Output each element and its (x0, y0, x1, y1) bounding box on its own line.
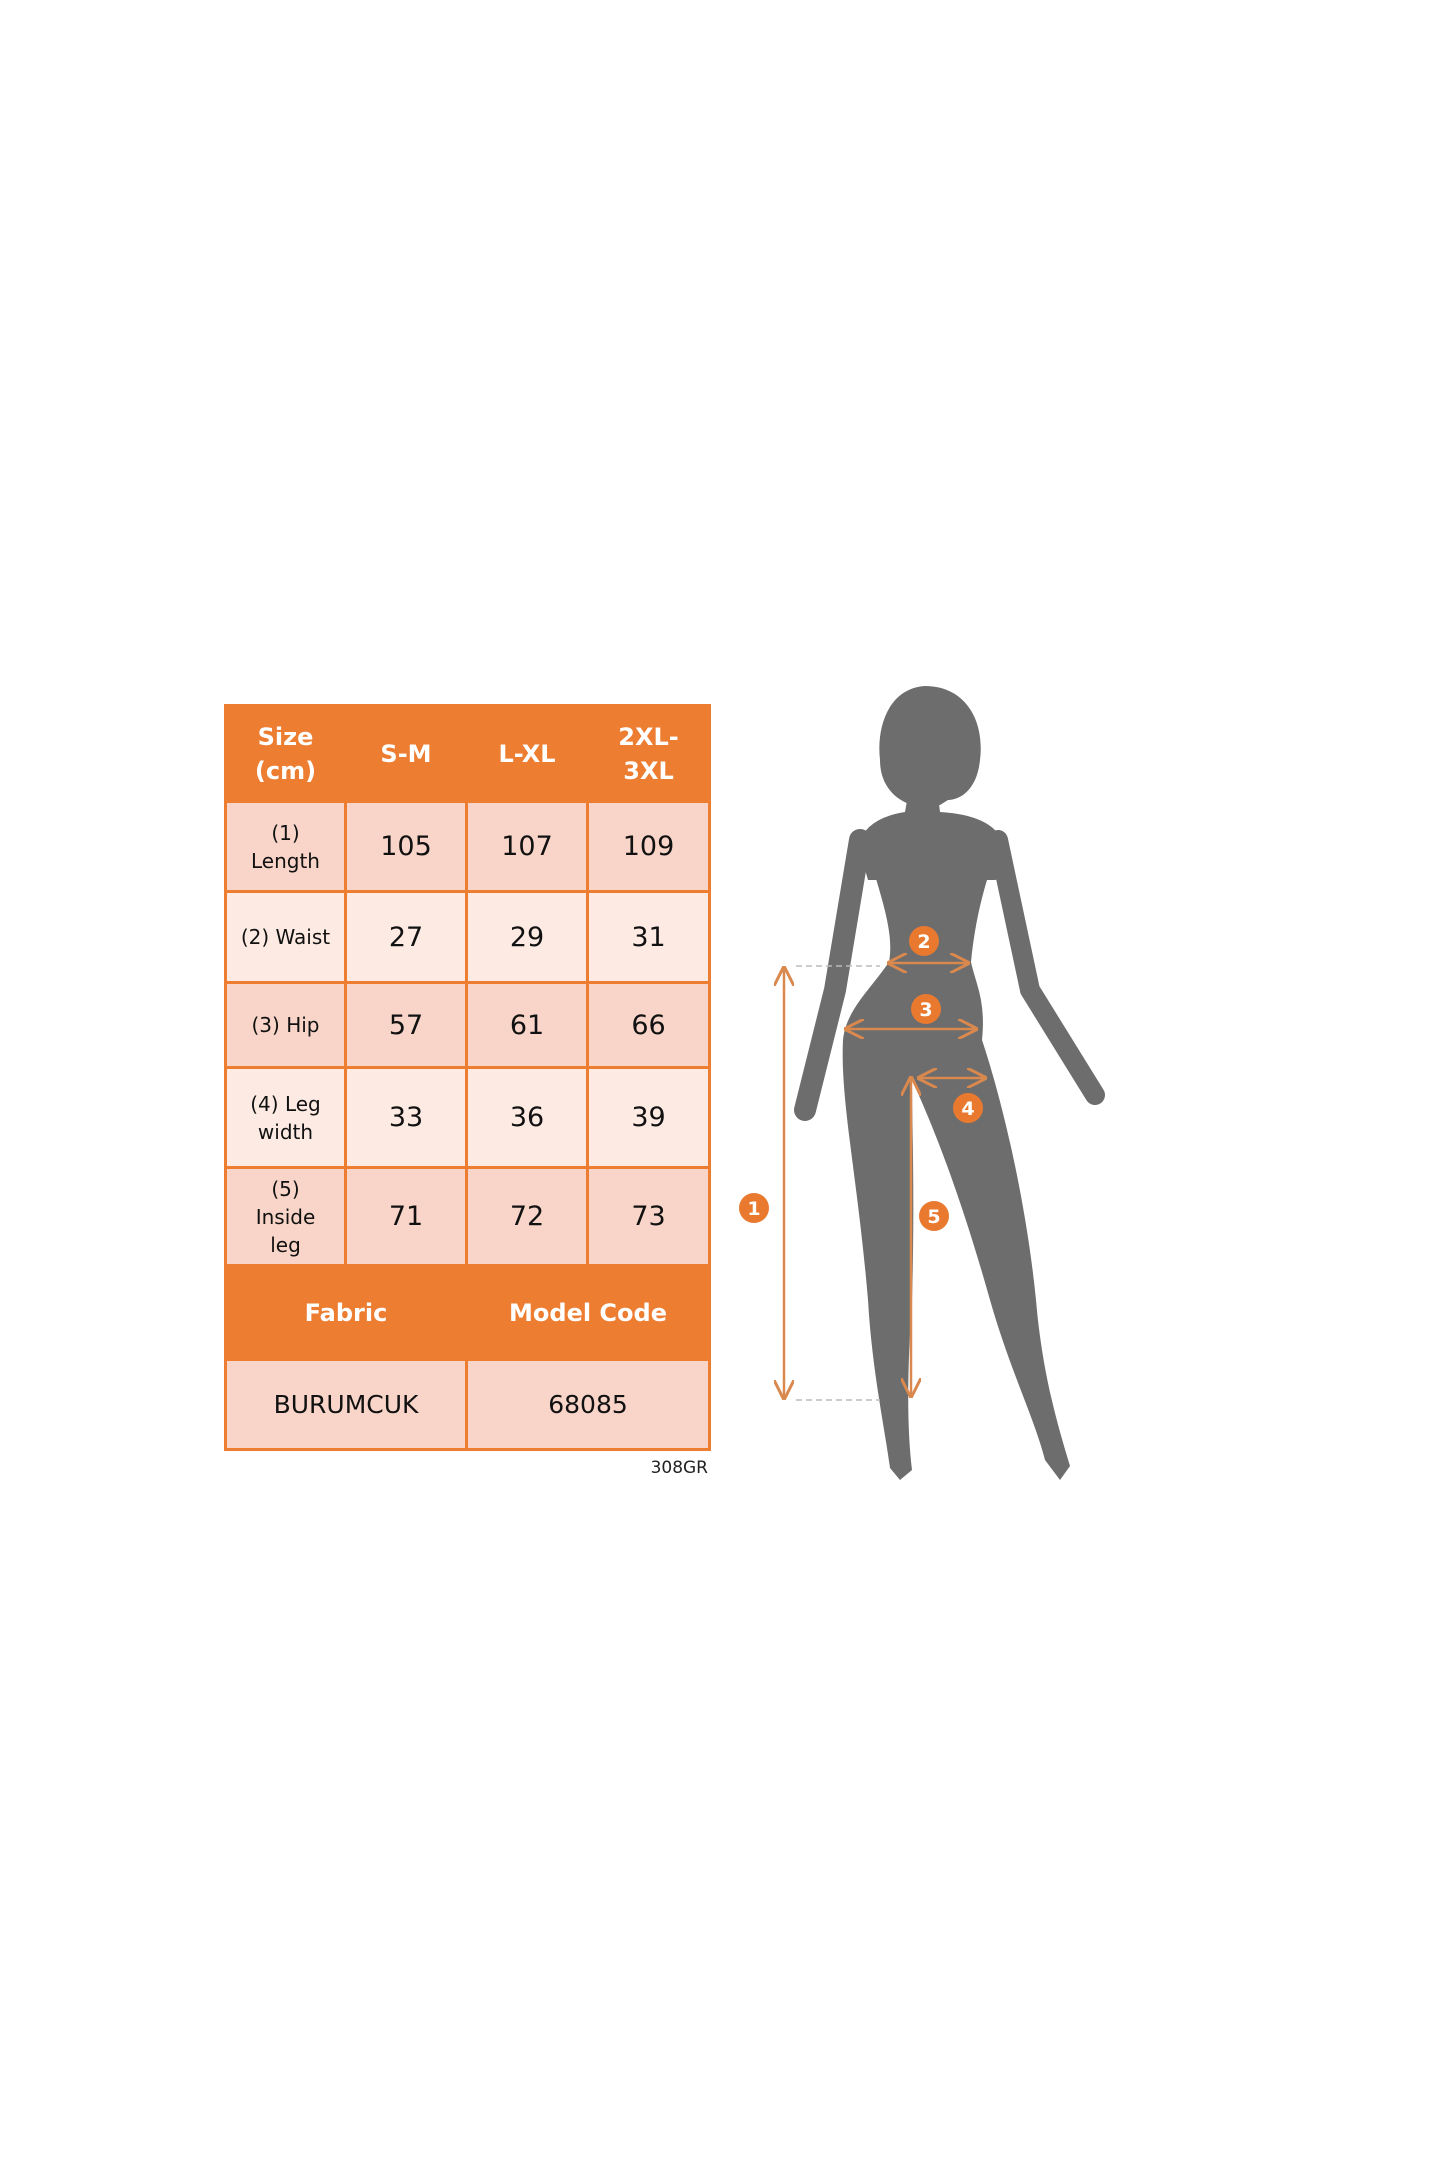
badges: 1 2 3 4 5 (739, 926, 983, 1231)
torso-legs (842, 850, 1070, 1480)
header-2xl-3xl: 2XL- 3XL (586, 704, 711, 803)
header-l-xl: L-XL (465, 704, 589, 803)
footer-header-row: Fabric Model Code (224, 1264, 711, 1361)
badge-2: 2 (917, 931, 930, 953)
cell: 33 (344, 1066, 468, 1169)
right-arm (988, 830, 1105, 1105)
row-label: (1) Length (224, 800, 347, 893)
header-s-m: S-M (344, 704, 468, 803)
header-fabric: Fabric (224, 1264, 468, 1361)
product-code: 308GR (650, 1458, 708, 1478)
table-row-length: (1) Length 105 107 109 (224, 800, 711, 893)
hair-head (879, 686, 981, 805)
fabric-value: BURUMCUK (224, 1358, 468, 1451)
row-label: (4) Leg width (224, 1066, 347, 1169)
size-chart-table: Size (cm) S-M L-XL 2XL- 3XL (1) Length 105 … (224, 704, 711, 1451)
cell: 27 (344, 890, 468, 984)
row-label: (2) Waist (224, 890, 347, 984)
table-row-hip: (3) Hip 57 61 66 (224, 981, 711, 1069)
cell: 29 (465, 890, 589, 984)
model-code-value: 68085 (465, 1358, 711, 1451)
silhouette (794, 686, 1105, 1480)
cell: 71 (344, 1166, 468, 1267)
cell: 107 (465, 800, 589, 893)
cell: 72 (465, 1166, 589, 1267)
table-row-leg-width: (4) Leg width 33 36 39 (224, 1066, 711, 1169)
header-size: Size (cm) (224, 704, 347, 803)
footer-value-row: BURUMCUK 68085 (224, 1358, 711, 1451)
table-header-row: Size (cm) S-M L-XL 2XL- 3XL (224, 704, 711, 803)
header-model-code: Model Code (465, 1264, 711, 1361)
cell: 109 (586, 800, 711, 893)
cell: 31 (586, 890, 711, 984)
cell: 57 (344, 981, 468, 1069)
cell: 66 (586, 981, 711, 1069)
badge-5: 5 (927, 1206, 940, 1228)
cell: 73 (586, 1166, 711, 1267)
left-arm (794, 829, 871, 1121)
badge-1: 1 (747, 1198, 760, 1220)
row-label: (3) Hip (224, 981, 347, 1069)
measurement-lines (784, 963, 985, 1401)
row-label: (5) Inside leg (224, 1166, 347, 1267)
table-row-inside-leg: (5) Inside leg 71 72 73 (224, 1166, 711, 1267)
badge-4: 4 (961, 1098, 974, 1120)
table-row-waist: (2) Waist 27 29 31 (224, 890, 711, 984)
cell: 105 (344, 800, 468, 893)
badge-3: 3 (919, 999, 932, 1021)
cell: 39 (586, 1066, 711, 1169)
cell: 61 (465, 981, 589, 1069)
cell: 36 (465, 1066, 589, 1169)
